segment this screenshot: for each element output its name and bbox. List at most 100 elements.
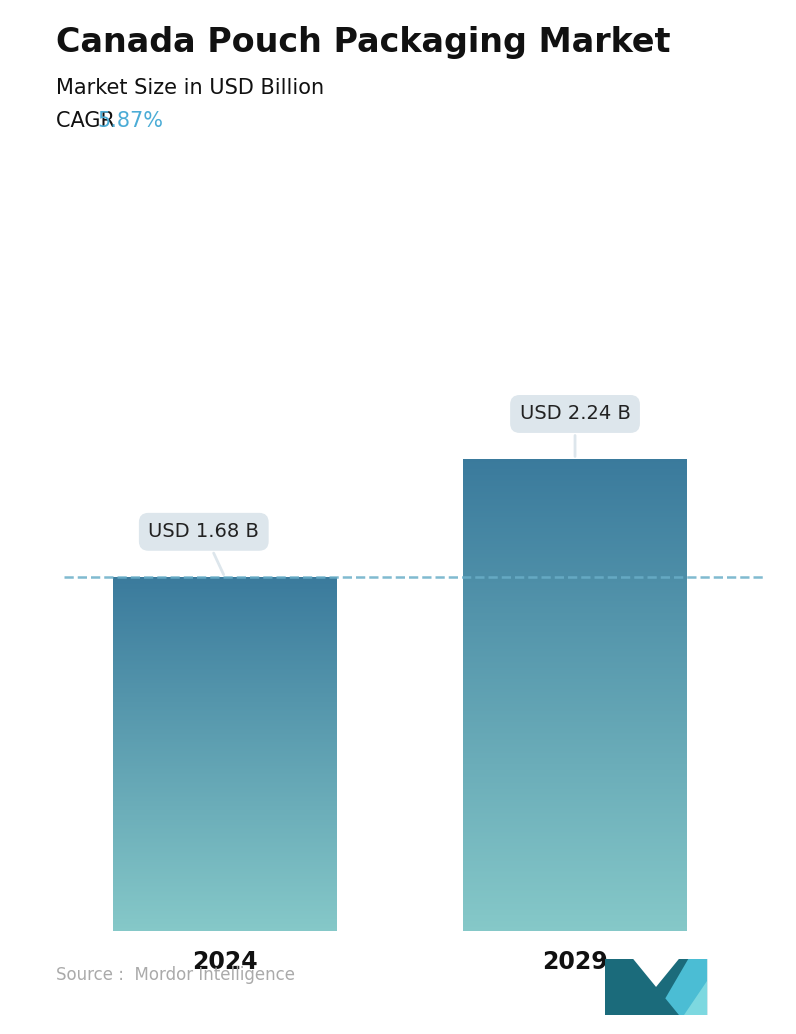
Text: USD 1.68 B: USD 1.68 B <box>148 522 259 575</box>
Bar <box>113 831 337 832</box>
Bar <box>113 645 337 646</box>
Bar <box>113 777 337 778</box>
Bar <box>463 808 687 810</box>
Bar <box>113 744 337 746</box>
Bar <box>463 921 687 922</box>
Bar <box>113 625 337 626</box>
Bar <box>463 586 687 588</box>
Bar <box>113 776 337 777</box>
Bar <box>113 721 337 722</box>
Bar <box>113 733 337 734</box>
Bar <box>463 880 687 882</box>
Bar <box>113 749 337 751</box>
Bar <box>113 925 337 927</box>
Bar <box>113 616 337 617</box>
Bar <box>113 765 337 767</box>
Bar <box>463 638 687 640</box>
Bar <box>113 730 337 731</box>
Bar <box>113 664 337 666</box>
Bar <box>113 613 337 615</box>
Bar <box>463 886 687 888</box>
Bar <box>463 680 687 682</box>
Bar <box>113 886 337 887</box>
Bar <box>113 689 337 691</box>
Bar <box>113 858 337 860</box>
Bar <box>463 618 687 619</box>
Bar <box>113 600 337 601</box>
Bar <box>113 688 337 689</box>
Bar <box>463 553 687 555</box>
Bar <box>113 620 337 621</box>
Bar <box>463 906 687 907</box>
Bar <box>463 505 687 507</box>
Bar <box>113 674 337 675</box>
Bar <box>463 800 687 801</box>
Bar <box>463 631 687 632</box>
Bar <box>113 781 337 782</box>
Bar <box>113 841 337 843</box>
Bar <box>463 777 687 779</box>
Bar <box>113 798 337 799</box>
Bar <box>463 525 687 526</box>
Bar <box>113 786 337 787</box>
Bar <box>463 883 687 885</box>
Bar <box>113 659 337 660</box>
Bar <box>113 731 337 733</box>
Bar <box>463 858 687 860</box>
Bar <box>463 768 687 770</box>
Bar <box>463 677 687 679</box>
Bar <box>463 487 687 489</box>
Bar <box>463 759 687 761</box>
Bar <box>113 692 337 693</box>
Bar <box>113 807 337 808</box>
Bar <box>463 922 687 924</box>
Bar <box>113 803 337 804</box>
Bar <box>113 595 337 596</box>
Bar <box>113 693 337 694</box>
Bar <box>463 847 687 849</box>
Bar <box>113 893 337 894</box>
Bar <box>113 909 337 911</box>
Bar <box>113 628 337 629</box>
Bar <box>113 921 337 922</box>
Bar <box>113 713 337 714</box>
Bar <box>463 658 687 659</box>
Bar <box>113 703 337 704</box>
Bar <box>113 718 337 719</box>
Bar <box>463 579 687 580</box>
Bar <box>463 537 687 538</box>
Bar <box>113 760 337 761</box>
Bar <box>113 857 337 858</box>
Bar <box>113 795 337 796</box>
Bar <box>113 846 337 847</box>
Bar <box>113 701 337 702</box>
Bar <box>463 472 687 474</box>
Bar <box>113 651 337 652</box>
Bar <box>463 798 687 800</box>
Bar <box>463 780 687 782</box>
Bar <box>113 851 337 852</box>
Bar <box>463 662 687 664</box>
Bar <box>463 535 687 537</box>
Bar <box>113 637 337 638</box>
Bar <box>113 819 337 820</box>
Bar <box>113 644 337 645</box>
Bar <box>463 591 687 592</box>
Bar <box>463 812 687 813</box>
Bar <box>113 914 337 915</box>
Bar <box>463 576 687 577</box>
Bar <box>463 717 687 719</box>
Bar <box>113 717 337 718</box>
Bar <box>463 562 687 565</box>
Bar <box>113 675 337 676</box>
Bar <box>113 722 337 723</box>
Bar <box>463 889 687 891</box>
Bar <box>463 844 687 846</box>
Bar <box>463 882 687 883</box>
Bar <box>113 712 337 713</box>
Bar <box>463 656 687 658</box>
Bar <box>463 687 687 689</box>
Bar <box>463 478 687 480</box>
Bar <box>113 742 337 743</box>
Bar <box>463 634 687 635</box>
